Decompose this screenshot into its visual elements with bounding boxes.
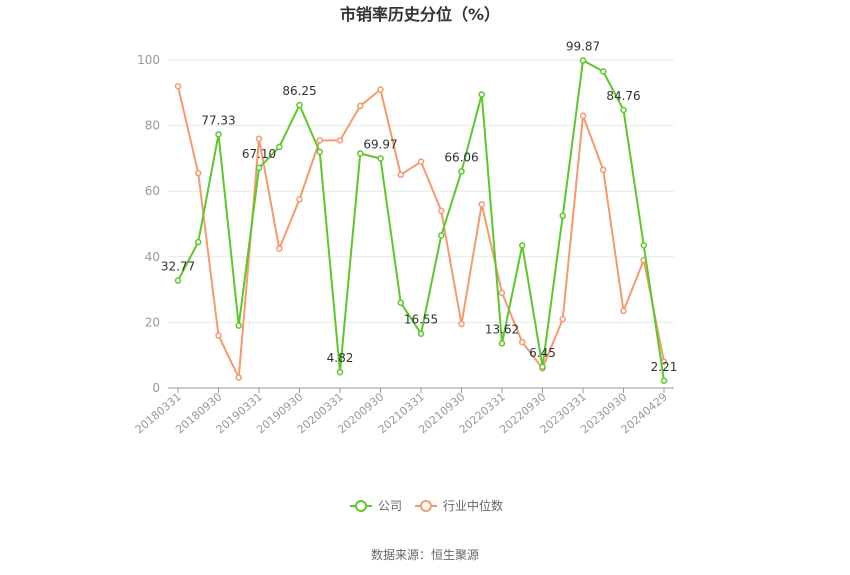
data-point	[316, 137, 323, 144]
legend-item-company[interactable]: 公司	[350, 499, 402, 513]
data-label: 6.45	[529, 346, 556, 360]
data-point	[579, 112, 587, 120]
data-labels: 32.77 77.33 67.10 86.25 4.82 69.97 16.55 66.06 1…	[161, 39, 678, 373]
data-point	[498, 289, 506, 297]
legend[interactable]: 公司 行业中位数	[350, 498, 503, 513]
data-point	[519, 242, 526, 249]
data-point	[559, 315, 566, 323]
legend-marker	[420, 500, 432, 512]
data-point	[559, 212, 566, 220]
data-point	[276, 143, 283, 151]
data-point	[498, 340, 506, 347]
data-label: 77.33	[201, 113, 235, 127]
data-point	[255, 164, 263, 172]
data-point	[296, 101, 303, 109]
data-point	[600, 68, 607, 75]
data-point	[336, 137, 344, 144]
data-point	[519, 338, 526, 346]
source-note: 数据来源：恒生聚源	[371, 547, 479, 562]
data-point	[195, 169, 202, 177]
y-tick-label: 60	[145, 184, 160, 198]
data-point	[478, 91, 485, 98]
data-point	[600, 166, 607, 174]
data-label: 32.77	[161, 260, 195, 274]
y-tick-label: 20	[145, 315, 160, 329]
data-point	[357, 150, 364, 157]
data-point	[620, 106, 627, 114]
data-point	[397, 171, 404, 179]
y-tick-label: 80	[145, 119, 160, 133]
data-point	[215, 131, 222, 138]
axes: 0204060801002018033120180930201903312019…	[133, 53, 674, 436]
data-label: 2.21	[651, 360, 678, 374]
data-label: 4.82	[327, 351, 354, 365]
grid	[168, 59, 674, 323]
data-point	[397, 299, 404, 306]
data-point	[174, 277, 182, 284]
legend-label: 行业中位数	[443, 498, 503, 513]
data-point	[215, 332, 222, 339]
data-point	[458, 168, 465, 175]
data-label: 86.25	[282, 84, 316, 98]
data-point	[255, 135, 263, 142]
data-point	[377, 86, 384, 93]
y-tick-label: 40	[145, 250, 160, 264]
data-label: 16.55	[404, 313, 438, 327]
data-label: 67.10	[242, 147, 276, 161]
data-label: 69.97	[363, 137, 397, 151]
series-layer	[174, 57, 668, 385]
data-point	[640, 242, 647, 249]
chart-title: 市销率历史分位（%）	[340, 5, 500, 24]
data-point	[417, 330, 425, 337]
data-point	[235, 322, 242, 329]
data-point	[438, 207, 445, 215]
data-point	[377, 155, 384, 162]
data-label: 84.76	[606, 89, 640, 103]
data-label: 13.62	[485, 322, 519, 336]
data-point	[620, 307, 627, 315]
data-point	[296, 196, 303, 203]
data-point	[458, 320, 465, 328]
data-point	[316, 148, 323, 156]
legend-marker	[355, 500, 367, 512]
data-point	[417, 158, 425, 165]
data-point	[235, 374, 242, 381]
data-point	[478, 201, 485, 208]
data-point	[336, 368, 344, 376]
legend-label: 公司	[378, 499, 402, 513]
y-tick-label: 0	[152, 381, 160, 395]
legend-item-industry-median[interactable]: 行业中位数	[415, 498, 503, 513]
data-point	[539, 363, 546, 371]
data-point	[660, 377, 668, 385]
data-label: 66.06	[444, 150, 478, 164]
y-tick-label: 100	[137, 53, 160, 67]
data-point	[579, 57, 587, 64]
data-point	[195, 238, 202, 246]
data-point	[438, 232, 445, 239]
data-point	[174, 82, 182, 90]
data-point	[276, 245, 283, 252]
data-point	[357, 102, 364, 110]
data-label: 99.87	[566, 39, 600, 53]
